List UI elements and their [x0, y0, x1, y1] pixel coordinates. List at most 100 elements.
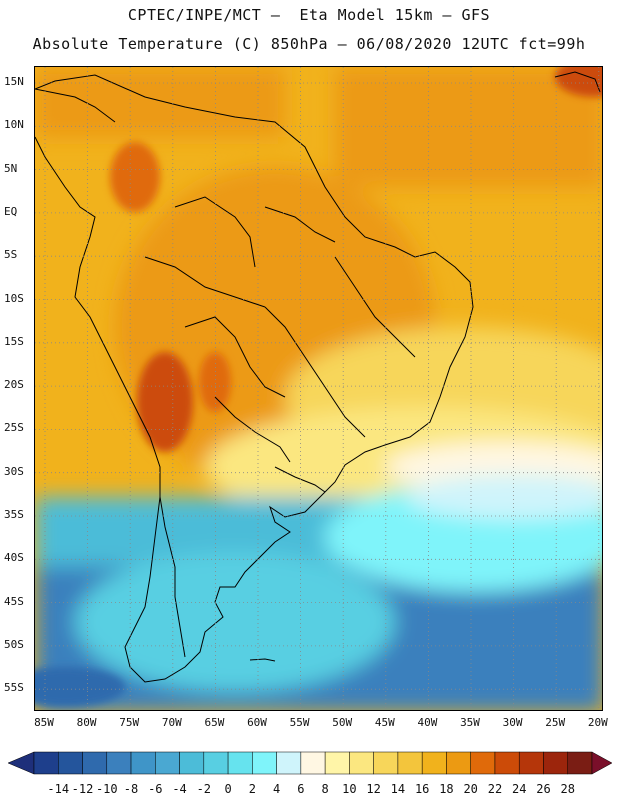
- colorbar-segment: [470, 751, 496, 775]
- colorbar-label: 6: [297, 782, 305, 796]
- colorbar-label: -12: [71, 782, 94, 796]
- lat-tick-label: 10N: [4, 118, 24, 132]
- colorbar-segment: [567, 751, 593, 775]
- colorbar-segment: [494, 751, 520, 775]
- lon-tick-label: 30W: [502, 716, 523, 729]
- falkland-islands: [249, 658, 276, 662]
- colorbar-label: -10: [95, 782, 118, 796]
- colorbar-segment: [324, 751, 350, 775]
- colorbar-label: 4: [272, 782, 281, 796]
- colorbar-segment: [33, 751, 59, 775]
- colorbar-segment: [421, 751, 447, 775]
- lat-tick-label: 45S: [4, 594, 24, 608]
- lon-tick-label: 60W: [247, 716, 267, 729]
- map-subtitle: Absolute Temperature (C) 850hPa – 06/08/…: [32, 35, 586, 53]
- coastlines: [35, 71, 601, 683]
- lon-tick-label: 55W: [289, 716, 310, 729]
- colorbar-label: 10: [342, 782, 357, 796]
- colorbar-segment: [82, 751, 108, 775]
- lon-tick-label: 80W: [76, 716, 97, 729]
- colorbar-label: 0: [224, 782, 232, 796]
- colorbar-label: -14: [47, 782, 70, 796]
- lat-tick-label: 15S: [4, 334, 24, 348]
- border-peru-brazil: [144, 256, 266, 308]
- border-brazil-states: [264, 306, 366, 438]
- lat-tick-label: 55S: [4, 681, 24, 695]
- lat-tick-label: 40S: [4, 551, 24, 565]
- colorbar-label: -2: [196, 782, 212, 796]
- colorbar-label: 26: [536, 782, 551, 796]
- field-caribbean: [35, 67, 285, 137]
- colorbar-segment: [155, 751, 180, 775]
- field-patagonia: [75, 552, 395, 692]
- lon-tick-label: 45W: [374, 716, 395, 729]
- colorbar-segment: [130, 751, 156, 775]
- colorbar-segment: [300, 751, 326, 775]
- lat-tick-label: 50S: [4, 637, 24, 651]
- colorbar-segment: [543, 751, 568, 775]
- colorbar-label: 20: [463, 782, 478, 796]
- colorbar-label: 14: [390, 782, 406, 796]
- lat-tick-label: 30S: [4, 464, 24, 478]
- colorbar-segment: [373, 751, 399, 775]
- map-title: CPTEC/INPE/MCT – Eta Model 15km – GFS: [127, 6, 491, 24]
- colorbar-label: -8: [123, 782, 139, 796]
- lon-tick-label: 40W: [417, 716, 438, 729]
- colorbar-segment: [58, 751, 83, 775]
- colorbar-segment: [203, 751, 229, 775]
- colorbar-label: 2: [248, 782, 256, 796]
- temperature-map: [34, 66, 603, 711]
- field-tongue-pale: [405, 475, 602, 519]
- colorbar-segment: [446, 751, 471, 775]
- colorbar: [7, 751, 613, 775]
- south-america-outline: [35, 74, 474, 683]
- field-sw-corner: [35, 667, 125, 707]
- colorbar-high-arrow: [591, 751, 613, 775]
- lat-tick-label: 25S: [4, 421, 24, 435]
- colorbar-segment: [397, 751, 423, 775]
- field-bolivia-warm: [199, 352, 231, 412]
- lon-tick-label: 65W: [204, 716, 225, 729]
- border-guianas: [264, 206, 336, 243]
- colorbar-segment: [227, 751, 253, 775]
- lat-tick-label: 20S: [4, 378, 24, 392]
- colorbar-label: 22: [487, 782, 503, 796]
- lon-tick-label: 70W: [161, 716, 182, 729]
- lon-tick-label: 25W: [545, 716, 566, 729]
- colorbar-label: 28: [560, 782, 575, 796]
- colorbar-segment: [106, 751, 132, 775]
- lon-tick-label: 50W: [332, 716, 353, 729]
- lon-tick-label: 20W: [587, 716, 608, 729]
- lat-tick-label: 10S: [4, 291, 24, 305]
- graticule: [35, 67, 602, 710]
- colorbar-segment: [349, 751, 374, 775]
- colorbar-label: 12: [366, 782, 381, 796]
- colorbar-low-arrow: [7, 751, 35, 775]
- field-north-warm: [335, 67, 602, 187]
- border-bolivia: [184, 316, 286, 398]
- lon-tick-label: 85W: [34, 716, 54, 729]
- colorbar-label: 24: [511, 782, 527, 796]
- colorbar-label: -6: [148, 782, 163, 796]
- colorbar-segment: [252, 751, 277, 775]
- colorbar-segment: [276, 751, 302, 775]
- temperature-field: [35, 67, 602, 710]
- atlantic-islands: [554, 71, 601, 93]
- lat-tick-label: 35S: [4, 508, 24, 521]
- field-andes-hot: [137, 352, 193, 452]
- colorbar-label: 8: [321, 782, 329, 796]
- border-uruguay: [274, 466, 326, 493]
- colorbar-label: 18: [439, 782, 454, 796]
- border-argentina-paraguay: [214, 396, 291, 463]
- colorbar-segment: [518, 751, 544, 775]
- border-brazil-states-2: [334, 256, 416, 358]
- colorbar-label: -4: [172, 782, 187, 796]
- field-colombia-warm: [110, 142, 160, 212]
- lat-tick-label: 15N: [4, 75, 24, 88]
- colorbar-label: 16: [414, 782, 430, 796]
- lat-tick-label: 5N: [4, 161, 18, 175]
- lon-tick-label: 35W: [460, 716, 480, 729]
- lon-tick-label: 75W: [119, 716, 140, 729]
- central-america-coast: [35, 88, 116, 123]
- lat-tick-label: EQ: [4, 204, 18, 218]
